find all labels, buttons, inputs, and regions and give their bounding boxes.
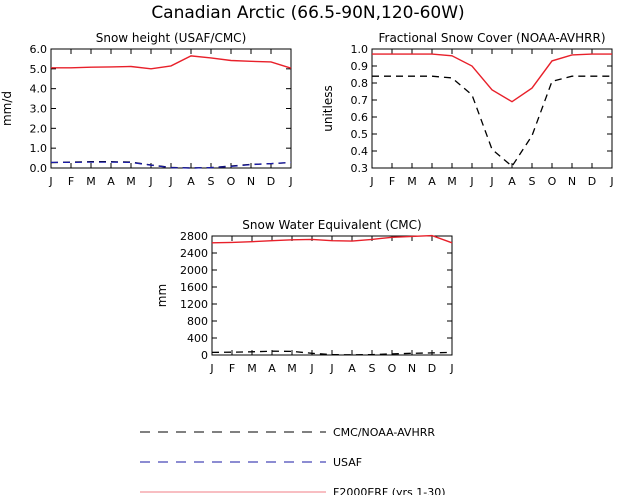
y-tick-label: 0.3 <box>351 162 369 175</box>
x-tick-label: A <box>348 362 356 375</box>
panel-title: Snow height (USAF/CMC) <box>96 31 247 45</box>
x-tick-label: J <box>369 175 373 188</box>
series-line-obs1 <box>372 75 612 168</box>
series-line-model <box>372 53 612 103</box>
x-tick-label: F <box>68 175 74 188</box>
x-tick-label: J <box>148 175 152 188</box>
x-tick-label: J <box>168 175 172 188</box>
x-tick-label: A <box>107 175 115 188</box>
y-axis-label: unitless <box>321 85 335 131</box>
y-axis-label: mm/d <box>0 91 14 126</box>
series-line-obs1 <box>211 350 453 356</box>
x-tick-label: N <box>568 175 576 188</box>
y-tick-label: 400 <box>187 332 208 345</box>
y-tick-label: 1600 <box>180 281 208 294</box>
x-tick-label: O <box>548 175 557 188</box>
x-tick-label: J <box>609 175 613 188</box>
x-tick-label: M <box>407 175 417 188</box>
x-tick-label: J <box>309 362 313 375</box>
y-tick-label: 0 <box>201 349 208 362</box>
series-line-model <box>51 55 292 70</box>
y-tick-label: 6.0 <box>30 43 48 56</box>
x-tick-label: M <box>247 362 257 375</box>
x-tick-label: M <box>86 175 96 188</box>
y-tick-label: 0.6 <box>351 111 369 124</box>
x-tick-label: O <box>227 175 236 188</box>
x-tick-label: F <box>389 175 395 188</box>
figure-title: Canadian Arctic (66.5-90N,120-60W) <box>151 3 464 23</box>
x-tick-label: O <box>388 362 397 375</box>
x-tick-label: J <box>288 175 292 188</box>
legend-label: CMC/NOAA-AVHRR <box>333 426 435 439</box>
x-tick-label: D <box>588 175 596 188</box>
y-tick-label: 0.4 <box>351 145 369 158</box>
x-tick-label: J <box>449 362 453 375</box>
y-tick-label: 0.8 <box>351 77 369 90</box>
x-tick-label: M <box>287 362 297 375</box>
y-tick-label: 0.5 <box>351 128 369 141</box>
y-tick-label: 2400 <box>180 247 208 260</box>
x-tick-label: N <box>408 362 416 375</box>
y-tick-label: 800 <box>187 315 208 328</box>
x-tick-label: N <box>247 175 255 188</box>
legend-label: USAF <box>333 456 362 469</box>
x-tick-label: A <box>508 175 516 188</box>
x-tick-label: D <box>267 175 275 188</box>
panel-snow-height: Snow height (USAF/CMC) mm/d 0.0 1.0 2.0 3.0 4.… <box>0 31 293 188</box>
y-tick-label: 1.0 <box>30 142 48 155</box>
x-tick-label: A <box>187 175 195 188</box>
y-tick-label: 0.7 <box>351 94 369 107</box>
plot-frame <box>211 235 453 356</box>
y-tick-label: 2.0 <box>30 122 48 135</box>
x-tick-label: S <box>208 175 215 188</box>
x-tick-label: D <box>428 362 436 375</box>
y-tick-label: 2800 <box>180 230 208 243</box>
x-tick-label: M <box>126 175 136 188</box>
y-tick-label: 0.9 <box>351 60 369 73</box>
y-axis-label: mm <box>155 284 169 307</box>
x-tick-label: A <box>268 362 276 375</box>
y-tick-label: 0.0 <box>30 162 48 175</box>
legend-label: F2000ERF (yrs 1-30) <box>333 486 446 495</box>
x-tick-label: F <box>229 362 235 375</box>
x-tick-label: S <box>369 362 376 375</box>
x-tick-label: J <box>48 175 52 188</box>
x-tick-label: J <box>329 362 333 375</box>
y-tick-label: 3.0 <box>30 103 48 116</box>
panel-title: Fractional Snow Cover (NOAA-AVHRR) <box>378 31 605 45</box>
panel-snow-water-equivalent: Snow Water Equivalent (CMC) mm 0 400 800 1200… <box>155 218 454 375</box>
y-tick-label: 1.0 <box>351 43 369 56</box>
x-tick-label: M <box>447 175 457 188</box>
series-line-model <box>211 234 453 244</box>
x-tick-label: A <box>428 175 436 188</box>
legend: CMC/NOAA-AVHRR USAF F2000ERF (yrs 1-30) <box>140 426 446 495</box>
y-tick-label: 2000 <box>180 264 208 277</box>
y-tick-label: 4.0 <box>30 83 48 96</box>
y-tick-label: 5.0 <box>30 63 48 76</box>
x-tick-label: S <box>529 175 536 188</box>
series-line-obs2 <box>51 161 292 169</box>
x-tick-label: J <box>489 175 493 188</box>
panel-title: Snow Water Equivalent (CMC) <box>242 218 421 232</box>
plot-frame <box>371 48 613 169</box>
x-tick-label: J <box>469 175 473 188</box>
panel-fractional-snow-cover: Fractional Snow Cover (NOAA-AVHRR) unitle… <box>321 31 614 188</box>
y-tick-label: 1200 <box>180 298 208 311</box>
x-tick-label: J <box>209 362 213 375</box>
